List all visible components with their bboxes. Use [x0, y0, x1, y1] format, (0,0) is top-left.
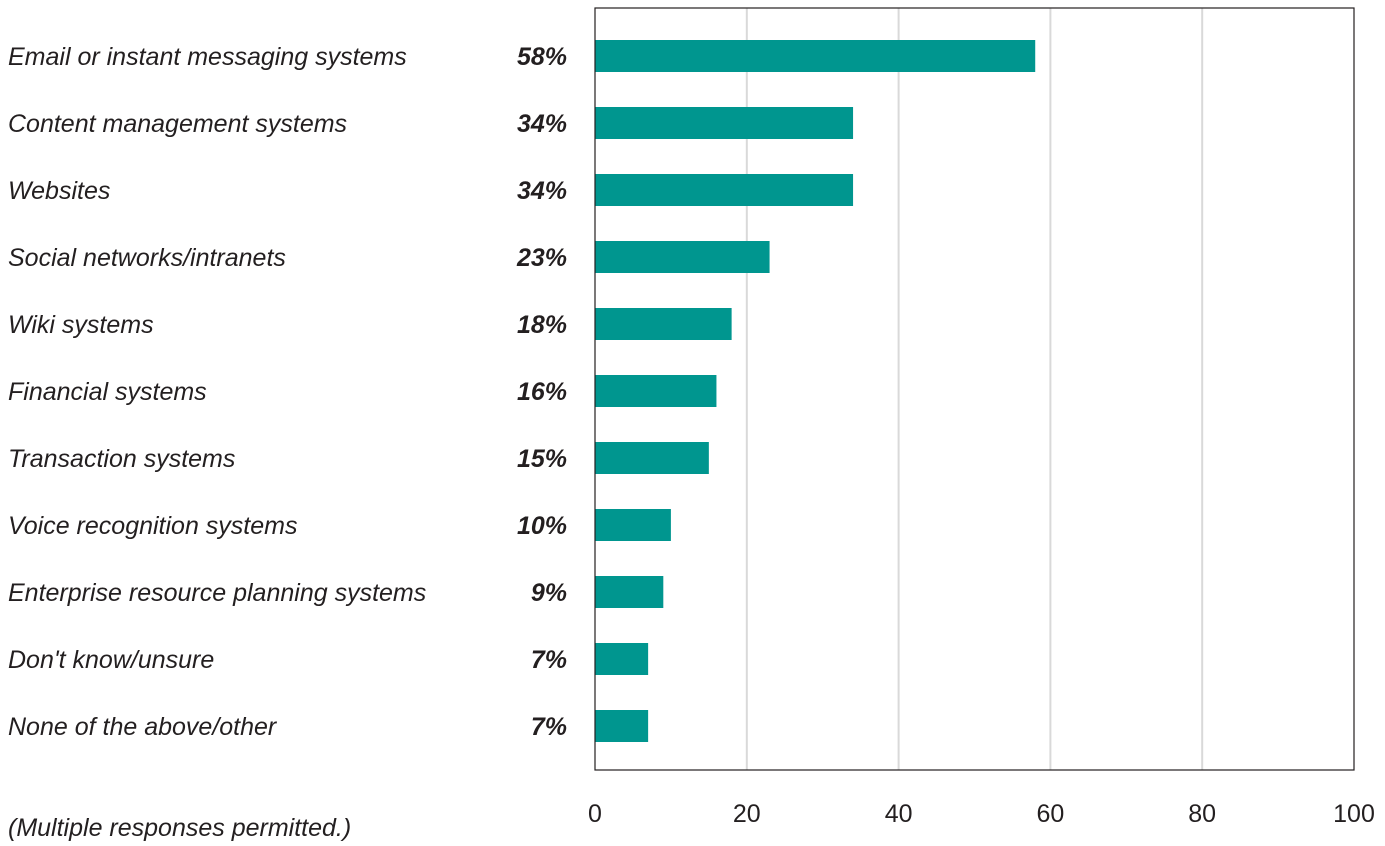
x-tick-label: 40: [885, 800, 913, 828]
value-label: 58%: [517, 43, 567, 71]
x-axis-ticks: 0 20 40 60 80 100: [588, 800, 1375, 828]
bar: [595, 643, 649, 675]
bar: [595, 308, 732, 340]
x-tick-label: 20: [733, 800, 761, 828]
x-tick-label: 0: [588, 800, 602, 828]
plot-border: [594, 7, 1355, 771]
category-label: Email or instant messaging systems: [8, 43, 407, 71]
bar: [595, 710, 649, 742]
bar: [595, 509, 671, 541]
value-label: 9%: [531, 579, 567, 607]
value-label: 23%: [516, 244, 567, 272]
value-label: 34%: [517, 177, 567, 205]
bar: [595, 40, 1036, 72]
bar: [595, 576, 664, 608]
footnote: (Multiple responses permitted.): [8, 814, 351, 842]
plot-frame: [594, 7, 1355, 771]
category-label: Voice recognition systems: [8, 512, 297, 540]
x-tick-label: 60: [1036, 800, 1064, 828]
category-label: None of the above/other: [8, 713, 278, 741]
value-label: 7%: [531, 646, 567, 674]
bar: [595, 375, 717, 407]
category-label: Financial systems: [8, 378, 207, 406]
value-label: 16%: [517, 378, 567, 406]
bar: [595, 241, 770, 273]
value-label: 7%: [531, 713, 567, 741]
category-label: Transaction systems: [8, 445, 235, 473]
bar: [595, 174, 854, 206]
category-label: Social networks/intranets: [8, 244, 286, 272]
value-labels: 58% 34% 34% 23% 18% 16% 15% 10% 9% 7% 7%: [516, 43, 567, 741]
bars: [595, 40, 1036, 742]
value-label: 10%: [517, 512, 567, 540]
x-tick-label: 80: [1188, 800, 1216, 828]
value-label: 34%: [517, 110, 567, 138]
category-label: Don't know/unsure: [8, 646, 214, 674]
category-label: Wiki systems: [8, 311, 154, 339]
value-label: 15%: [517, 445, 567, 473]
category-labels: Email or instant messaging systems Conten…: [8, 43, 426, 741]
bar: [595, 107, 854, 139]
category-label: Content management systems: [8, 110, 347, 138]
grid-lines: [745, 8, 1204, 770]
category-label: Websites: [8, 177, 110, 205]
value-label: 18%: [517, 311, 567, 339]
bar: [595, 442, 709, 474]
x-tick-label: 100: [1333, 800, 1375, 828]
category-label: Enterprise resource planning systems: [8, 579, 426, 607]
